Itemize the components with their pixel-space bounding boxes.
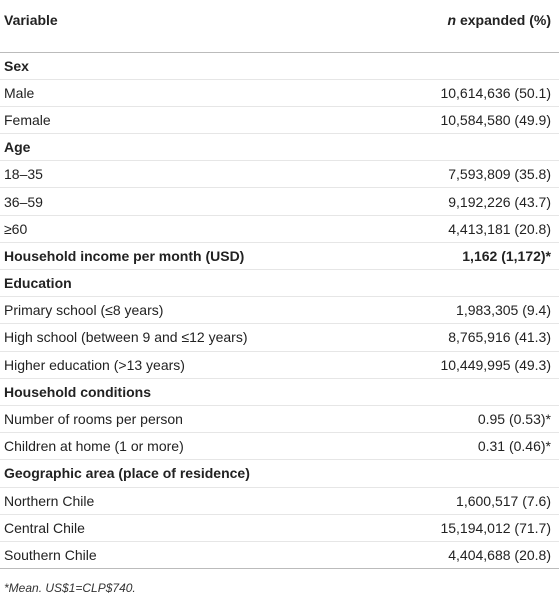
data-table: Variable n expanded (%) Sex Male 10,614,63… xyxy=(0,0,559,569)
table-body: Sex Male 10,614,636 (50.1) Female 10,584,580… xyxy=(0,52,559,569)
value-cell: 7,593,809 (35.8) xyxy=(448,166,551,183)
value-cell: 1,162 (1,172)* xyxy=(462,247,551,264)
value-cell: 4,404,688 (20.8) xyxy=(448,546,551,563)
label-cell: Sex xyxy=(4,57,29,74)
data-row: Female 10,584,580 (49.9) xyxy=(0,106,559,134)
label-cell: Male xyxy=(4,84,35,101)
value-cell: 10,614,636 (50.1) xyxy=(440,84,551,101)
label-cell: Central Chile xyxy=(4,519,85,536)
label-cell: Household income per month (USD) xyxy=(4,247,245,264)
label-cell: Age xyxy=(4,139,31,156)
data-row: 18–35 7,593,809 (35.8) xyxy=(0,161,559,188)
empty-cell xyxy=(377,52,559,79)
data-row: Number of rooms per person 0.95 (0.53)* xyxy=(0,405,559,433)
data-row: Central Chile 15,194,012 (71.7) xyxy=(0,514,559,542)
label-cell: Number of rooms per person xyxy=(4,411,183,428)
label-cell: 18–35 xyxy=(4,166,43,183)
section-row: Household income per month (USD) 1,162 (1… xyxy=(0,242,559,270)
empty-cell xyxy=(377,270,559,297)
label-cell: Education xyxy=(4,275,72,292)
label-cell: Primary school (≤8 years) xyxy=(4,302,164,319)
empty-cell xyxy=(377,378,559,405)
section-row: Education xyxy=(0,270,559,297)
label-cell: High school (between 9 and ≤12 years) xyxy=(4,329,248,346)
value-cell: 0.95 (0.53)* xyxy=(477,411,551,428)
header-text: expanded (%) xyxy=(459,12,551,28)
value-cell: 1,600,517 (7.6) xyxy=(456,492,551,509)
data-row: Primary school (≤8 years) 1,983,305 (9.4) xyxy=(0,297,559,324)
label-cell: Children at home (1 or more) xyxy=(4,438,184,455)
section-row: Sex xyxy=(0,52,559,80)
label-cell: Geographic area (place of residence) xyxy=(4,465,250,482)
value-cell: 0.31 (0.46)* xyxy=(477,438,551,455)
data-row: Northern Chile 1,600,517 (7.6) xyxy=(0,487,559,515)
header-row: Variable n expanded (%) xyxy=(0,0,559,53)
label-cell: Higher education (>13 years) xyxy=(4,356,185,373)
table-header: Variable n expanded (%) xyxy=(0,0,559,53)
value-cell: 8,765,916 (41.3) xyxy=(448,329,551,346)
empty-cell xyxy=(377,134,559,161)
header-italic: n xyxy=(447,12,457,28)
label-cell: ≥60 xyxy=(4,220,28,237)
label-cell: Southern Chile xyxy=(4,546,97,563)
section-row: Household conditions xyxy=(0,378,559,406)
value-cell: 10,584,580 (49.9) xyxy=(440,111,551,128)
value-cell: 10,449,995 (49.3) xyxy=(440,356,551,373)
data-row: High school (between 9 and ≤12 years) 8,7… xyxy=(0,324,559,352)
label-cell: Female xyxy=(4,111,51,128)
data-row: ≥60 4,413,181 (20.8) xyxy=(0,215,559,243)
label-cell: 36–59 xyxy=(4,193,43,210)
data-row: Higher education (>13 years) 10,449,995 (… xyxy=(0,351,559,379)
data-row: Children at home (1 or more) 0.31 (0.46)* xyxy=(0,433,559,460)
label-cell: Northern Chile xyxy=(4,492,95,509)
header-cell: n expanded (%) xyxy=(377,0,559,53)
value-cell: 9,192,226 (43.7) xyxy=(448,193,551,210)
section-row: Geographic area (place of residence) xyxy=(0,460,559,487)
value-cell: 4,413,181 (20.8) xyxy=(448,220,551,237)
footnote: *Mean. US$1=CLP$740. xyxy=(4,581,136,595)
data-row: Southern Chile 4,404,688 (20.8) xyxy=(0,541,559,569)
value-cell: 1,983,305 (9.4) xyxy=(456,302,551,319)
data-row: Male 10,614,636 (50.1) xyxy=(0,79,559,107)
section-row: Age xyxy=(0,134,559,161)
value-cell: 15,194,012 (71.7) xyxy=(440,519,551,536)
data-row: 36–59 9,192,226 (43.7) xyxy=(0,188,559,216)
empty-cell xyxy=(377,460,559,487)
label-cell: Household conditions xyxy=(4,383,151,400)
header-cell: Variable xyxy=(0,0,378,53)
